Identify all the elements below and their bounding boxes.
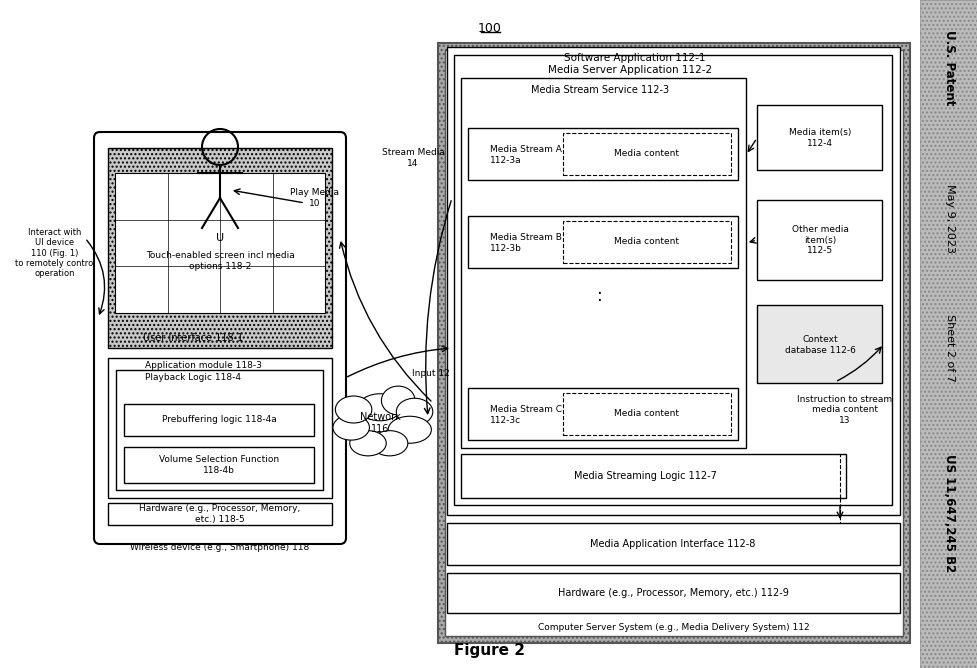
Text: US 11,647,245 B2: US 11,647,245 B2 bbox=[944, 454, 956, 572]
Text: May 9, 2023: May 9, 2023 bbox=[945, 184, 955, 253]
Text: Application module 118-3: Application module 118-3 bbox=[145, 361, 262, 371]
Bar bbox=[445, 50, 903, 636]
Text: Media Stream B
112-3b: Media Stream B 112-3b bbox=[490, 233, 562, 253]
Bar bbox=[563, 221, 731, 263]
Ellipse shape bbox=[371, 431, 407, 456]
Text: Computer Server System (e.g., Media Delivery System) 112: Computer Server System (e.g., Media Deli… bbox=[538, 623, 810, 633]
Bar bbox=[108, 148, 332, 348]
Text: Media content: Media content bbox=[615, 150, 679, 158]
Text: Touch-enabled screen incl media
options 118-2: Touch-enabled screen incl media options … bbox=[146, 251, 294, 271]
Text: Media content: Media content bbox=[615, 409, 679, 418]
Bar bbox=[108, 358, 332, 498]
Text: Sheet 2 of 7: Sheet 2 of 7 bbox=[945, 314, 955, 382]
Ellipse shape bbox=[333, 415, 369, 440]
Bar bbox=[468, 388, 738, 440]
Text: Media Stream A
112-3a: Media Stream A 112-3a bbox=[490, 146, 562, 165]
Bar bbox=[447, 573, 900, 613]
Text: Playback Logic 118-4: Playback Logic 118-4 bbox=[145, 373, 241, 381]
Text: Instruction to stream
media content
13: Instruction to stream media content 13 bbox=[797, 395, 893, 425]
Text: Wireless device (e.g., Smartphone) 118: Wireless device (e.g., Smartphone) 118 bbox=[130, 544, 310, 552]
Text: Prebuffering logic 118-4a: Prebuffering logic 118-4a bbox=[161, 415, 276, 424]
Bar bbox=[920, 0, 977, 668]
Bar bbox=[757, 200, 882, 280]
Bar bbox=[124, 447, 314, 483]
Text: Media Streaming Logic 112-7: Media Streaming Logic 112-7 bbox=[573, 471, 716, 481]
Text: U: U bbox=[216, 233, 224, 243]
Ellipse shape bbox=[381, 386, 415, 415]
Text: Volume Selection Function
118-4b: Volume Selection Function 118-4b bbox=[159, 456, 279, 475]
Bar bbox=[447, 47, 900, 515]
Text: :: : bbox=[597, 287, 603, 305]
Text: Software Application 112-1: Software Application 112-1 bbox=[565, 53, 705, 63]
Text: Media content: Media content bbox=[615, 238, 679, 246]
Bar bbox=[124, 404, 314, 436]
Bar bbox=[108, 503, 332, 525]
Ellipse shape bbox=[335, 396, 372, 423]
Text: Context
database 112-6: Context database 112-6 bbox=[785, 335, 856, 355]
Text: Media item(s)
112-4: Media item(s) 112-4 bbox=[788, 128, 851, 148]
Bar bbox=[757, 305, 882, 383]
Text: Input 12: Input 12 bbox=[412, 369, 449, 377]
Text: Figure 2: Figure 2 bbox=[454, 643, 526, 657]
Bar bbox=[115, 173, 325, 313]
Text: Interact with
UI device
110 (Fig. 1)
to remotely control
operation: Interact with UI device 110 (Fig. 1) to … bbox=[15, 228, 96, 279]
Text: Media Server Application 112-2: Media Server Application 112-2 bbox=[548, 65, 712, 75]
Text: Media Stream Service 112-3: Media Stream Service 112-3 bbox=[531, 85, 669, 95]
Text: Stream Media
14: Stream Media 14 bbox=[382, 148, 445, 168]
Bar bbox=[461, 78, 746, 448]
Bar bbox=[447, 523, 900, 565]
Bar bbox=[757, 105, 882, 170]
Text: Media Stream C
112-3c: Media Stream C 112-3c bbox=[490, 405, 562, 425]
Text: Media Application Interface 112-8: Media Application Interface 112-8 bbox=[590, 539, 755, 549]
Bar bbox=[438, 43, 910, 643]
Bar bbox=[563, 133, 731, 175]
Ellipse shape bbox=[359, 393, 402, 421]
Bar bbox=[468, 128, 738, 180]
Bar bbox=[116, 370, 323, 490]
Text: Hardware (e.g., Processor, Memory,
etc.) 118-5: Hardware (e.g., Processor, Memory, etc.)… bbox=[140, 504, 301, 524]
Text: Play Media
10: Play Media 10 bbox=[290, 188, 339, 208]
Ellipse shape bbox=[397, 398, 433, 426]
Text: U.S. Patent: U.S. Patent bbox=[944, 30, 956, 106]
Text: User Interface 118-1: User Interface 118-1 bbox=[143, 333, 243, 343]
Bar bbox=[468, 216, 738, 268]
Text: 100: 100 bbox=[478, 21, 502, 35]
FancyBboxPatch shape bbox=[94, 132, 346, 544]
Ellipse shape bbox=[388, 416, 432, 444]
Ellipse shape bbox=[350, 431, 386, 456]
Bar bbox=[454, 55, 892, 505]
Bar bbox=[563, 393, 731, 435]
Text: Hardware (e.g., Processor, Memory, etc.) 112-9: Hardware (e.g., Processor, Memory, etc.)… bbox=[558, 588, 788, 598]
Bar bbox=[461, 454, 846, 498]
Text: Other media
item(s)
112-5: Other media item(s) 112-5 bbox=[791, 225, 848, 255]
Text: Network
116: Network 116 bbox=[360, 412, 401, 434]
